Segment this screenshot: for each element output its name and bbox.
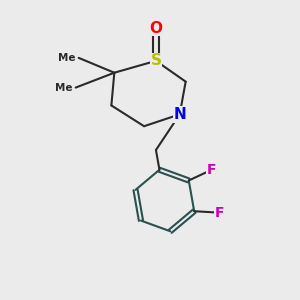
Text: Me: Me	[55, 82, 73, 93]
Text: Me: Me	[58, 53, 76, 63]
Text: O: O	[149, 21, 162, 36]
Text: F: F	[206, 163, 216, 177]
Text: S: S	[150, 53, 161, 68]
Text: F: F	[215, 206, 224, 220]
Text: N: N	[173, 107, 186, 122]
